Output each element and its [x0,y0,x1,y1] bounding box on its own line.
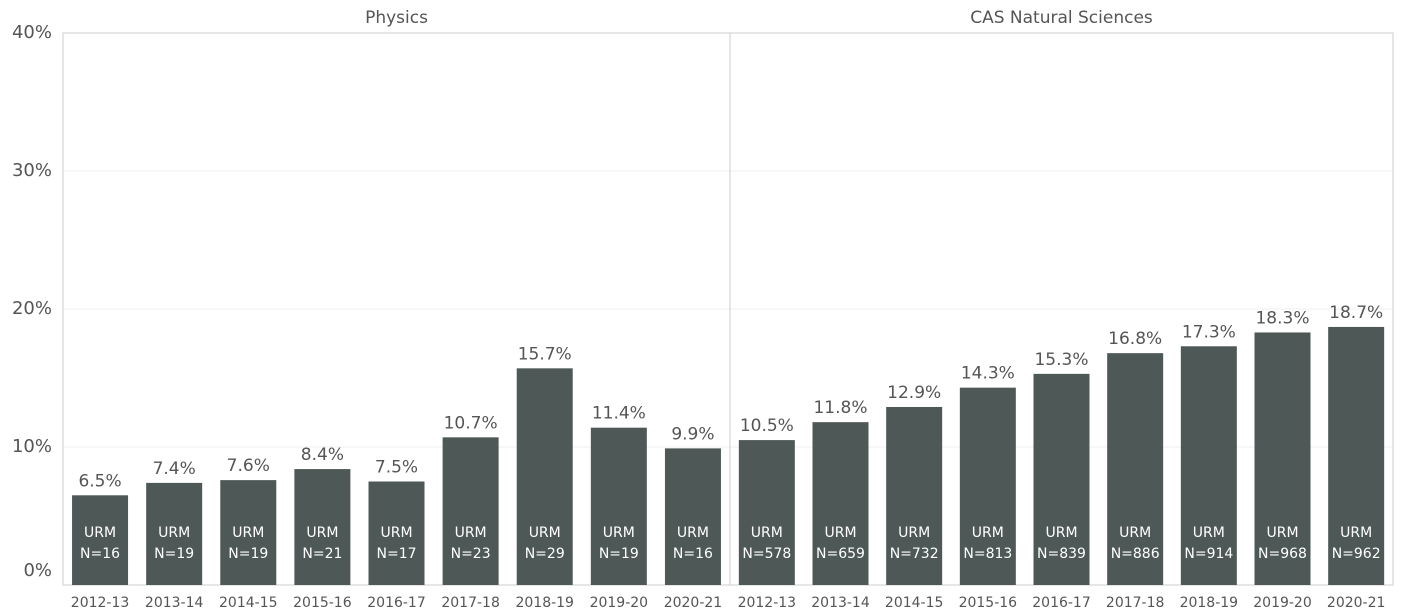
x-tick-label: 2019-20 [1253,595,1312,611]
bar [72,495,129,585]
panel-title: CAS Natural Sciences [970,8,1153,28]
value-label: 9.9% [671,424,714,444]
y-tick-label: 40% [12,22,52,43]
count-label: N=813 [963,546,1012,562]
bar [590,427,647,585]
bar [220,480,277,585]
count-label: N=23 [451,546,491,562]
count-label: N=914 [1184,546,1233,562]
x-tick-label: 2018-19 [515,595,574,611]
count-label: N=19 [228,546,268,562]
count-label: N=16 [80,546,120,562]
value-label: 12.9% [887,383,941,403]
inner-label: URM [84,525,116,541]
value-label: 10.5% [740,416,794,436]
x-tick-label: 2016-17 [367,595,426,611]
value-label: 15.3% [1034,350,1088,370]
inner-label: URM [751,525,783,541]
count-label: N=659 [816,546,865,562]
value-label: 11.4% [592,404,646,424]
count-label: N=21 [302,546,342,562]
x-tick-label: 2012-13 [738,595,797,611]
count-label: N=839 [1037,546,1086,562]
panel-title: Physics [365,8,428,28]
x-tick-label: 2017-18 [441,595,500,611]
bar [1180,346,1237,585]
value-label: 7.6% [227,456,270,476]
x-tick-label: 2015-16 [293,595,352,611]
count-label: N=19 [599,546,639,562]
y-tick-label: 0% [23,560,52,581]
inner-label: URM [158,525,190,541]
x-tick-label: 2018-19 [1180,595,1239,611]
value-label: 18.3% [1255,308,1309,328]
inner-label: URM [824,525,856,541]
value-label: 14.3% [961,364,1015,384]
inner-label: URM [898,525,930,541]
x-tick-label: 2014-15 [885,595,944,611]
inner-label: URM [603,525,635,541]
bar [1033,373,1090,585]
x-tick-label: 2014-15 [219,595,278,611]
value-label: 11.8% [813,398,867,418]
bar [368,481,425,585]
inner-label: URM [677,525,709,541]
bar [294,469,351,585]
bar [146,482,203,585]
inner-label: URM [455,525,487,541]
x-tick-label: 2013-14 [811,595,870,611]
value-label: 6.5% [78,471,121,491]
count-label: N=19 [154,546,194,562]
bar [959,387,1016,585]
inner-label: URM [529,525,561,541]
inner-label: URM [232,525,264,541]
count-label: N=886 [1111,546,1160,562]
bar [812,422,869,585]
bar [442,437,499,585]
bar [1328,326,1385,585]
x-tick-label: 2019-20 [590,595,649,611]
inner-label: URM [1193,525,1225,541]
value-label: 7.5% [375,458,418,478]
value-label: 7.4% [153,459,196,479]
count-label: N=29 [525,546,565,562]
x-tick-label: 2020-21 [664,595,723,611]
count-label: N=732 [890,546,939,562]
count-label: N=962 [1332,546,1381,562]
count-label: N=968 [1258,546,1307,562]
bar [664,448,721,585]
x-tick-label: 2013-14 [145,595,204,611]
inner-label: URM [1045,525,1077,541]
y-tick-label: 30% [12,160,52,181]
bar [738,440,795,585]
bar [886,406,943,585]
x-tick-label: 2015-16 [959,595,1018,611]
count-label: N=578 [742,546,791,562]
value-label: 17.3% [1182,322,1236,342]
x-tick-label: 2012-13 [71,595,130,611]
value-label: 16.8% [1108,329,1162,349]
x-tick-label: 2020-21 [1327,595,1386,611]
x-tick-label: 2017-18 [1106,595,1165,611]
inner-label: URM [380,525,412,541]
count-label: N=17 [376,546,416,562]
value-label: 15.7% [518,344,572,364]
inner-label: URM [1119,525,1151,541]
y-tick-label: 10% [12,436,52,457]
inner-label: URM [1266,525,1298,541]
x-tick-label: 2016-17 [1032,595,1091,611]
bar [1254,332,1311,585]
value-label: 8.4% [301,445,344,465]
y-tick-label: 20% [12,298,52,319]
inner-label: URM [972,525,1004,541]
count-label: N=16 [673,546,713,562]
value-label: 18.7% [1329,303,1383,323]
inner-label: URM [306,525,338,541]
value-label: 10.7% [444,413,498,433]
inner-label: URM [1340,525,1372,541]
bar [516,368,573,585]
bar [1107,353,1164,585]
